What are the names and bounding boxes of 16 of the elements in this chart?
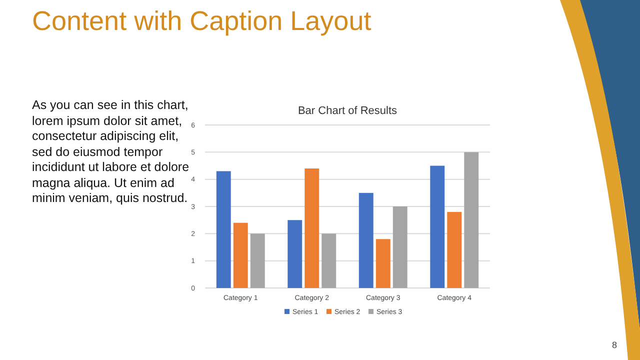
bar xyxy=(288,220,302,288)
bar xyxy=(250,234,265,288)
bar xyxy=(322,234,336,288)
text: As you can see in this chart, lorem ipsum dolor sit amet, consectetur adipiscing elit, sed do eiusmod tempor incididunt ut labore et dolore magna aliqua. Ut enim ad minim veniam, quis nostrud. xyxy=(32,98,190,206)
text: 8 xyxy=(612,340,618,350)
chart-title: Bar Chart of Results xyxy=(298,105,398,117)
text: Content with Caption Layout xyxy=(32,6,372,37)
bar xyxy=(447,212,462,288)
bar xyxy=(464,152,479,288)
bar xyxy=(392,206,408,288)
bar xyxy=(216,171,231,288)
bar xyxy=(233,222,248,288)
bar xyxy=(358,192,374,288)
bar xyxy=(376,239,390,288)
bar xyxy=(430,166,445,288)
bar xyxy=(304,168,320,288)
